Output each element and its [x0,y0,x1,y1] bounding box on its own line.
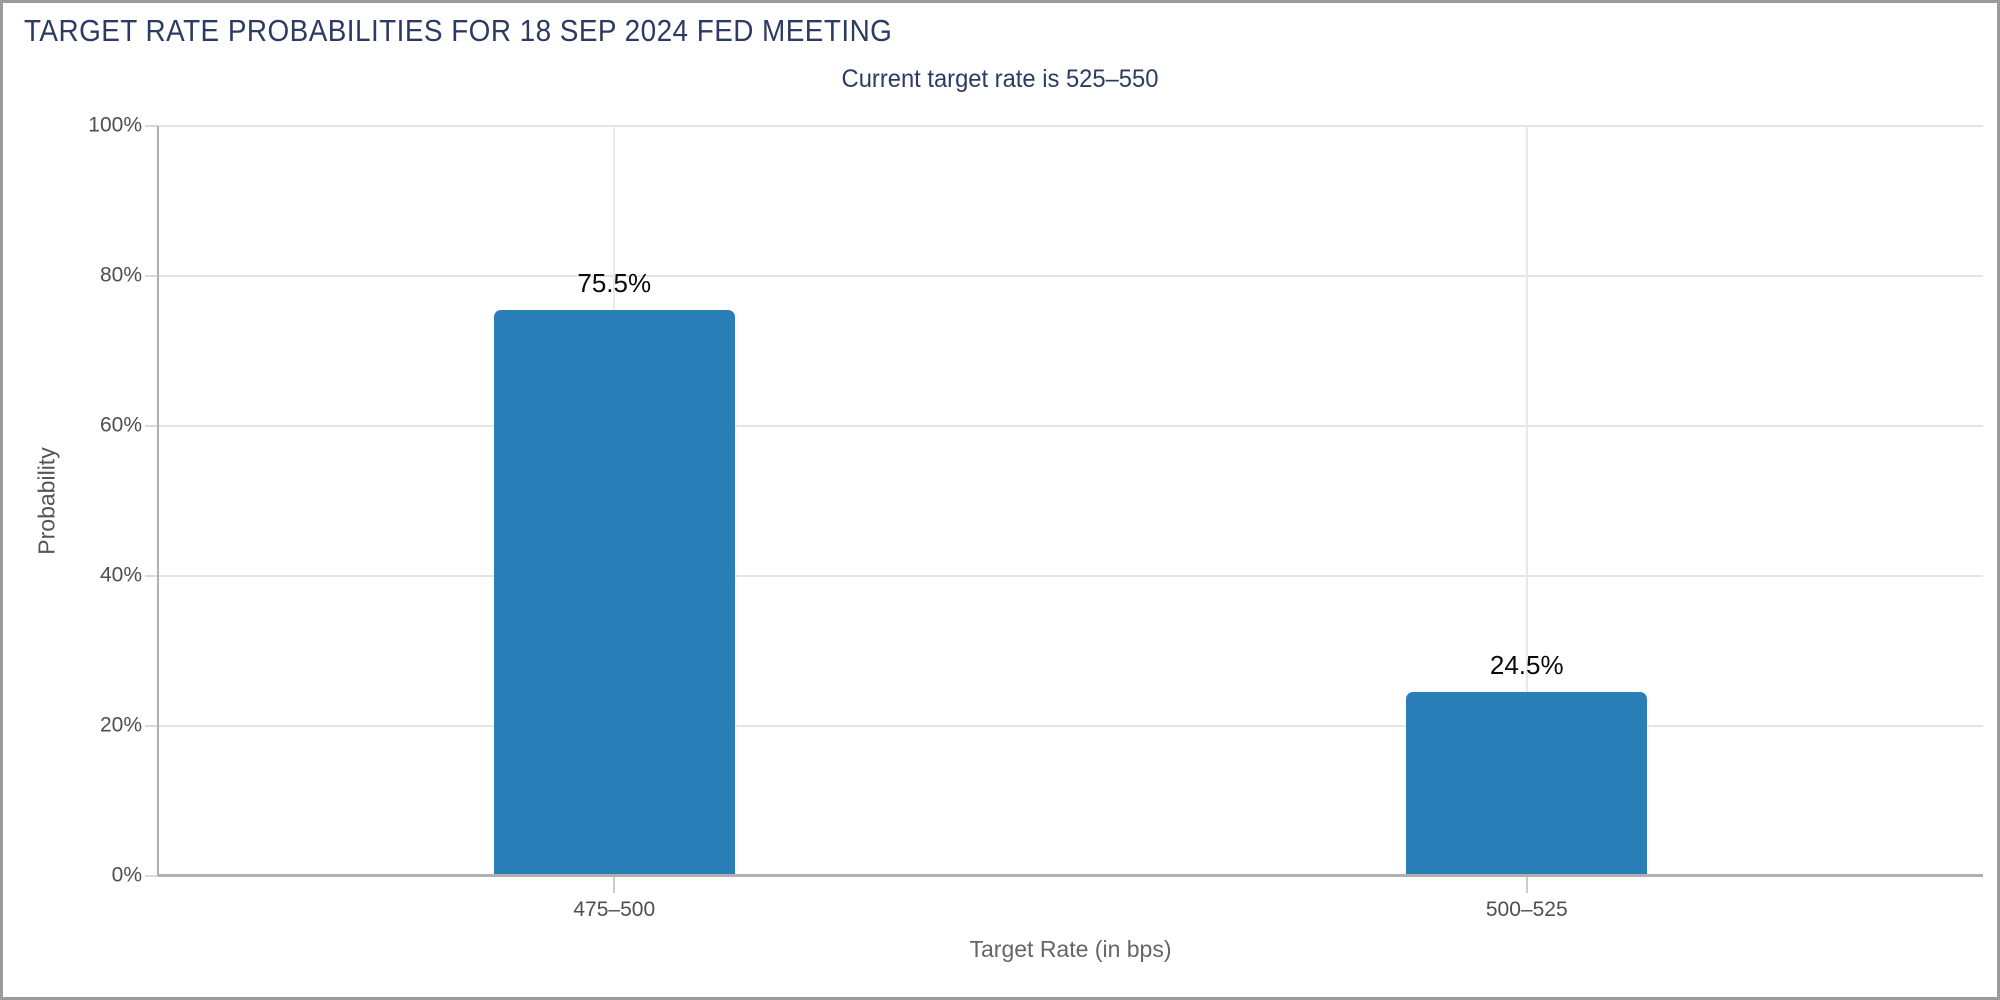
y-tick-label: 0% [111,863,142,887]
y-axis-tick [145,425,158,427]
x-axis-title: Target Rate (in bps) [969,936,1172,962]
gridline [158,575,1983,577]
vertical-gridline [1525,126,1528,876]
y-axis-line [157,126,159,876]
y-tick-label: 100% [88,113,142,137]
y-axis-tick [145,125,158,127]
y-tick-label: 80% [99,263,142,287]
gridline [158,125,1983,127]
y-axis-tick [145,875,158,877]
bar-475-500[interactable] [493,309,735,876]
chart-subtitle: Current target rate is 525–550 [841,65,1159,93]
bar-value-label: 24.5% [1489,650,1564,681]
x-axis-tick [1525,876,1528,893]
bar-500-525[interactable] [1406,692,1648,876]
gridline [158,275,1983,277]
x-tick-label: 500–525 [1485,898,1568,921]
bar-value-label: 75.5% [577,267,652,298]
chart-title: TARGET RATE PROBABILITIES FOR 18 SEP 202… [24,13,893,48]
y-axis-tick [145,575,158,577]
y-axis-tick [145,725,158,727]
x-axis-tick [613,876,616,893]
gridline [158,425,1983,427]
y-tick-label: 40% [99,563,142,587]
x-axis-baseline [158,874,1983,877]
y-tick-label: 60% [99,413,142,437]
gridline [158,725,1983,727]
y-axis-tick [145,275,158,277]
plot-area: Target Rate (in bps) 0% 20% 40% 60% 80% 100% 7… [88,114,1983,962]
y-tick-label: 20% [99,713,142,737]
y-axis-title: Probability [33,447,60,555]
x-tick-label: 475–500 [573,898,656,921]
